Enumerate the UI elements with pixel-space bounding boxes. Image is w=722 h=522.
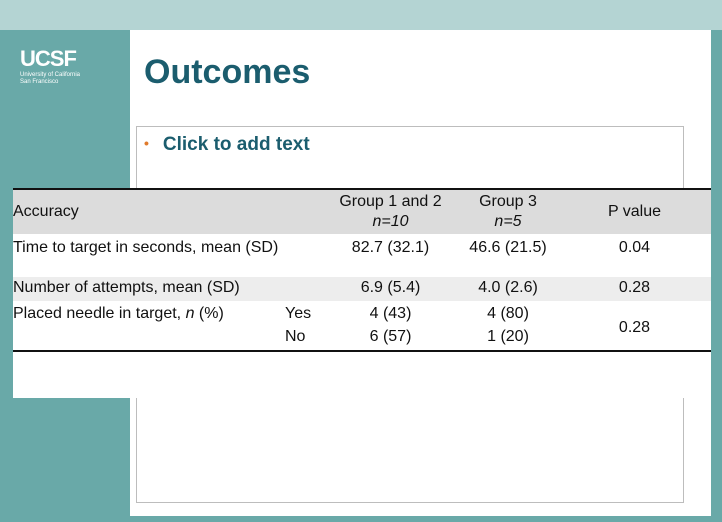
table-header-row: Accuracy Group 1 and 2 n=10 Group 3 n=5 … [13, 189, 711, 234]
row-sub: Yes [285, 305, 312, 322]
header-group12-n: n=10 [372, 213, 409, 230]
row-group3: 4 (80) [487, 305, 529, 322]
row-pvalue: 0.04 [618, 239, 651, 256]
header-pvalue: P value [607, 203, 662, 220]
bullet-text: Click to add text [162, 134, 310, 155]
row-pvalue: 0.28 [618, 318, 651, 336]
header-group12: Group 1 and 2 n=10 [323, 189, 458, 234]
header-accuracy: Accuracy [13, 203, 79, 220]
header-group3-label: Group 3 [479, 193, 537, 210]
row-group12: 82.7 (32.1) [351, 239, 430, 256]
logo-line-2: San Francisco [20, 79, 59, 85]
row-group3: 46.6 (21.5) [469, 239, 547, 256]
header-group3: Group 3 n=5 [458, 189, 558, 234]
table-row: Number of attempts, mean (SD) 6.9 (5.4) … [13, 277, 711, 301]
bottom-band [130, 516, 722, 522]
header-group12-label: Group 1 and 2 [339, 193, 442, 210]
header-empty [285, 189, 323, 234]
row-group12: 6.9 (5.4) [360, 279, 421, 296]
right-edge-band [711, 30, 722, 522]
row-sub [285, 234, 323, 277]
row-label: Number of attempts, mean (SD) [13, 279, 240, 296]
row-group12: 4 (43) [369, 305, 412, 322]
table-row: No 6 (57) 1 (20) [13, 325, 711, 351]
bullet-placeholder[interactable]: • Click to add text [144, 131, 310, 157]
n-italic: n [185, 305, 195, 322]
table-row: Time to target in seconds, mean (SD) 82.… [13, 234, 711, 277]
row-label [13, 325, 285, 351]
ucsf-logo: UCSF University of California San Franci… [20, 48, 80, 86]
row-sub: No [285, 328, 306, 345]
logo-mark: UCSF [20, 46, 77, 71]
row-group3: 1 (20) [487, 328, 529, 345]
row-group12: 6 (57) [369, 328, 412, 345]
slide-title[interactable]: Outcomes [144, 53, 311, 91]
header-group3-n: n=5 [494, 213, 522, 230]
row-label: Time to target in seconds, mean (SD) [13, 239, 279, 256]
row-label-text: Placed needle in target, n (%) [13, 305, 224, 322]
table-row: Placed needle in target, n (%) Yes 4 (43… [13, 301, 711, 336]
row-sub [285, 277, 323, 301]
row-label: Placed needle in target, n (%) [13, 301, 285, 325]
logo-line-1: University of California [20, 72, 81, 78]
bullet-dot-icon: • [144, 135, 149, 151]
row-pvalue: 0.28 [618, 279, 651, 296]
outcomes-table[interactable]: Accuracy Group 1 and 2 n=10 Group 3 n=5 … [13, 188, 711, 398]
row-group3: 4.0 (2.6) [478, 279, 538, 296]
top-band [0, 0, 722, 30]
